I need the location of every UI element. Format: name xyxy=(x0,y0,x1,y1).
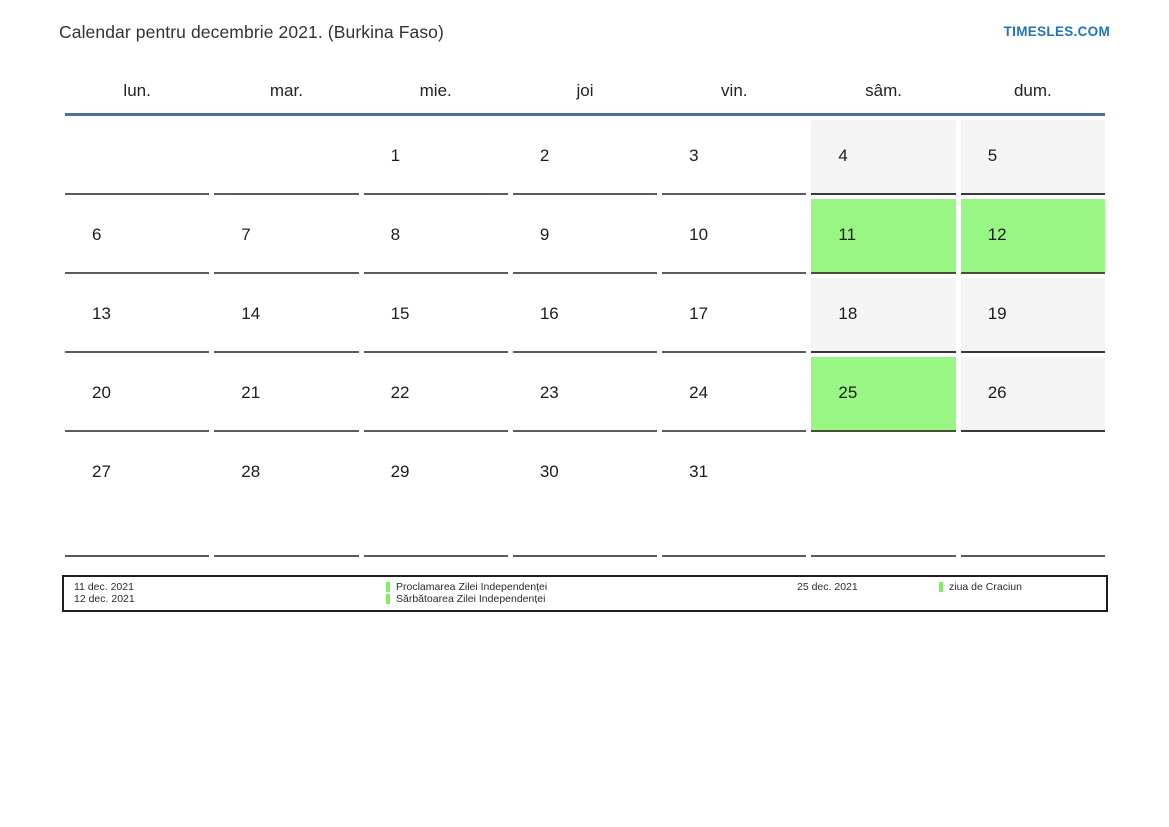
day-number: 3 xyxy=(689,146,699,165)
calendar-empty-cell xyxy=(214,120,359,195)
day-number: 11 xyxy=(838,225,857,244)
day-number: 9 xyxy=(539,225,550,244)
weekday-header: mar. xyxy=(269,80,303,100)
day-number: 12 xyxy=(987,225,1007,244)
day-number: 30 xyxy=(539,462,559,481)
day-number: 8 xyxy=(390,225,401,244)
day-number: 31 xyxy=(689,462,709,481)
day-number: 24 xyxy=(689,383,709,402)
day-number: 21 xyxy=(241,383,261,402)
day-number: 26 xyxy=(987,383,1007,402)
weekday-header: vin. xyxy=(721,80,748,100)
holiday-legend: 11 dec. 2021 12 dec. 2021 Proclamarea Zile… xyxy=(62,575,1108,612)
day-number: 28 xyxy=(241,462,261,481)
holiday-date: 25 dec. 2021 xyxy=(797,581,858,593)
calendar-day-cell: 15 xyxy=(363,278,508,353)
day-number: 10 xyxy=(689,225,709,244)
day-number: 16 xyxy=(539,304,559,323)
weekday-header: dum. xyxy=(1013,80,1052,100)
day-number: 23 xyxy=(539,383,559,402)
holiday-marker-icon xyxy=(386,582,390,592)
page-title: Calendar pentru decembrie 2021. (Burkina… xyxy=(59,22,444,42)
day-number: 6 xyxy=(92,225,102,244)
legend-entry-dates: 25 dec. 2021 xyxy=(797,581,858,593)
calendar-day-cell: 25 xyxy=(811,357,956,432)
day-number: 2 xyxy=(539,146,550,165)
calendar-day-cell: 9 xyxy=(512,199,658,274)
calendar-day-cell: 26 xyxy=(960,357,1105,432)
calendar-day-cell: 6 xyxy=(65,199,210,274)
day-number: 1 xyxy=(390,146,401,165)
day-number: 25 xyxy=(838,383,858,402)
weekday-header: joi xyxy=(576,80,594,100)
calendar-grid: 1 2 3 4 5 6 7 8 9 10 11 12 13 14 15 16 17 18 19 20 21 22 23 24 2… xyxy=(65,116,1105,557)
calendar-day-cell: 3 xyxy=(662,120,807,195)
weekday-header-row: lun. mar. mie. joi vin. sâm. dum. xyxy=(65,74,1105,116)
calendar-day-cell: 5 xyxy=(960,120,1105,195)
calendar-day-cell: 7 xyxy=(214,199,359,274)
day-number: 7 xyxy=(241,225,251,244)
day-number: 5 xyxy=(987,146,998,165)
calendar-empty-cell xyxy=(811,436,956,557)
calendar-empty-cell xyxy=(65,120,210,195)
timesles-site-link[interactable]: TIMESLES.COM xyxy=(1003,24,1110,39)
calendar-day-cell: 2 xyxy=(512,120,658,195)
holiday-marker-icon xyxy=(939,582,943,592)
holiday-marker-icon xyxy=(386,594,390,604)
calendar-day-cell: 11 xyxy=(811,199,956,274)
weekday-header: sâm. xyxy=(865,80,902,100)
calendar-day-cell: 14 xyxy=(214,278,359,353)
legend-entry-names: ziua de Craciun xyxy=(939,581,1022,593)
calendar-day-cell: 20 xyxy=(65,357,210,432)
holiday-date: 11 dec. 2021 xyxy=(74,581,134,593)
calendar-day-cell: 4 xyxy=(811,120,956,195)
day-number: 17 xyxy=(689,304,709,323)
day-number: 18 xyxy=(838,304,858,323)
calendar-day-cell: 31 xyxy=(662,436,807,557)
calendar-day-cell: 28 xyxy=(214,436,359,557)
calendar-day-cell: 22 xyxy=(363,357,508,432)
calendar-day-cell: 23 xyxy=(512,357,658,432)
calendar-empty-cell xyxy=(960,436,1105,557)
day-number: 29 xyxy=(390,462,410,481)
calendar-day-cell: 18 xyxy=(811,278,956,353)
calendar-day-cell: 29 xyxy=(363,436,508,557)
day-number: 27 xyxy=(92,462,111,481)
holiday-name-line: Sărbătoarea Zilei Independenței xyxy=(386,593,547,605)
calendar-day-cell: 30 xyxy=(512,436,658,557)
day-number: 14 xyxy=(241,304,261,323)
day-number: 22 xyxy=(390,383,410,402)
top-bar: Calendar pentru decembrie 2021. (Burkina… xyxy=(59,22,1110,43)
calendar-day-cell: 24 xyxy=(662,357,807,432)
calendar-day-cell: 27 xyxy=(65,436,210,557)
day-number: 4 xyxy=(838,146,848,165)
legend-entry-dates: 11 dec. 2021 12 dec. 2021 xyxy=(74,581,135,605)
holiday-date: 12 dec. 2021 xyxy=(74,593,135,605)
calendar-day-cell: 17 xyxy=(662,278,807,353)
day-number: 13 xyxy=(92,304,111,323)
weekday-header: mie. xyxy=(419,80,452,100)
weekday-header: lun. xyxy=(123,80,151,100)
calendar-day-cell: 21 xyxy=(214,357,359,432)
holiday-name-line: Proclamarea Zilei Independenței xyxy=(386,581,547,593)
calendar-day-cell: 10 xyxy=(662,199,807,274)
calendar-day-cell: 1 xyxy=(363,120,508,195)
day-number: 15 xyxy=(390,304,410,323)
day-number: 20 xyxy=(92,383,111,402)
calendar-day-cell: 13 xyxy=(65,278,210,353)
holiday-name-line: ziua de Craciun xyxy=(939,581,1022,593)
day-number: 19 xyxy=(987,304,1007,323)
calendar-day-cell: 12 xyxy=(960,199,1105,274)
legend-entry-names: Proclamarea Zilei Independenței Sărbătoar… xyxy=(386,581,547,605)
calendar-page: Calendar pentru decembrie 2021. (Burkina… xyxy=(59,22,1110,612)
calendar-day-cell: 19 xyxy=(960,278,1105,353)
holiday-name: Sărbătoarea Zilei Independenței xyxy=(396,593,546,605)
holiday-name: Proclamarea Zilei Independenței xyxy=(396,581,548,593)
calendar-day-cell: 8 xyxy=(363,199,508,274)
holiday-name: ziua de Craciun xyxy=(949,581,1022,593)
calendar-day-cell: 16 xyxy=(512,278,658,353)
